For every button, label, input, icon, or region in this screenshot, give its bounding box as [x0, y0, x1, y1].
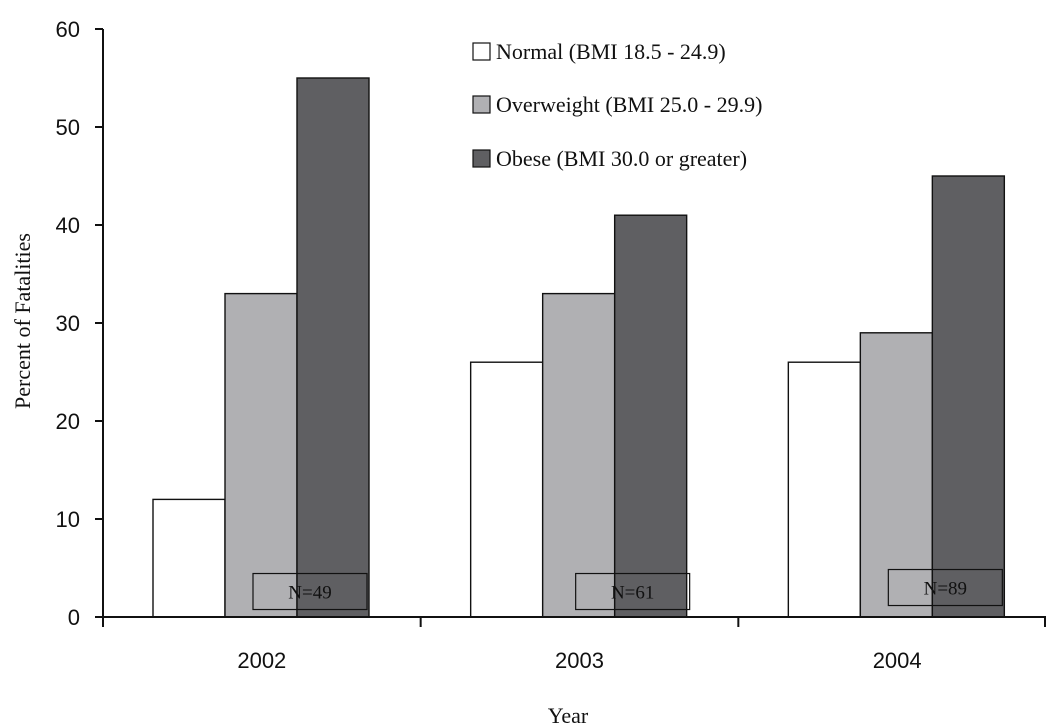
y-axis-title: Percent of Fatalities [10, 233, 35, 409]
bar-2003-series-1 [471, 362, 543, 617]
bar-2002-series-3 [297, 78, 369, 617]
bar-2003-series-2 [543, 294, 615, 617]
sample-size-label: N=61 [611, 583, 654, 604]
y-tick-label: 10 [56, 507, 80, 532]
sample-size-label: N=49 [288, 583, 331, 604]
y-tick-label: 40 [56, 213, 80, 238]
bar-2004-series-2 [860, 333, 932, 617]
y-tick-label: 30 [56, 311, 80, 336]
bar-2004-series-3 [932, 176, 1004, 617]
legend-swatch-series-1 [473, 43, 490, 60]
y-tick-label: 20 [56, 409, 80, 434]
legend-label: Normal (BMI 18.5 - 24.9) [496, 39, 726, 64]
legend-swatch-series-2 [473, 96, 490, 113]
bar-2002-series-1 [153, 499, 225, 617]
legend-label: Overweight (BMI 25.0 - 29.9) [496, 92, 762, 117]
x-tick-label: 2003 [555, 648, 604, 673]
sample-size-label: N=89 [924, 579, 967, 600]
y-tick-label: 60 [56, 17, 80, 42]
y-tick-label: 50 [56, 115, 80, 140]
y-tick-label: 0 [68, 605, 80, 630]
x-tick-label: 2002 [237, 648, 286, 673]
bar-2002-series-2 [225, 294, 297, 617]
x-axis-title: Year [548, 703, 589, 727]
x-tick-label: 2004 [873, 648, 922, 673]
legend-label: Obese (BMI 30.0 or greater) [496, 146, 747, 171]
legend-swatch-series-3 [473, 150, 490, 167]
bar-2003-series-3 [615, 215, 687, 617]
bar-2004-series-1 [788, 362, 860, 617]
